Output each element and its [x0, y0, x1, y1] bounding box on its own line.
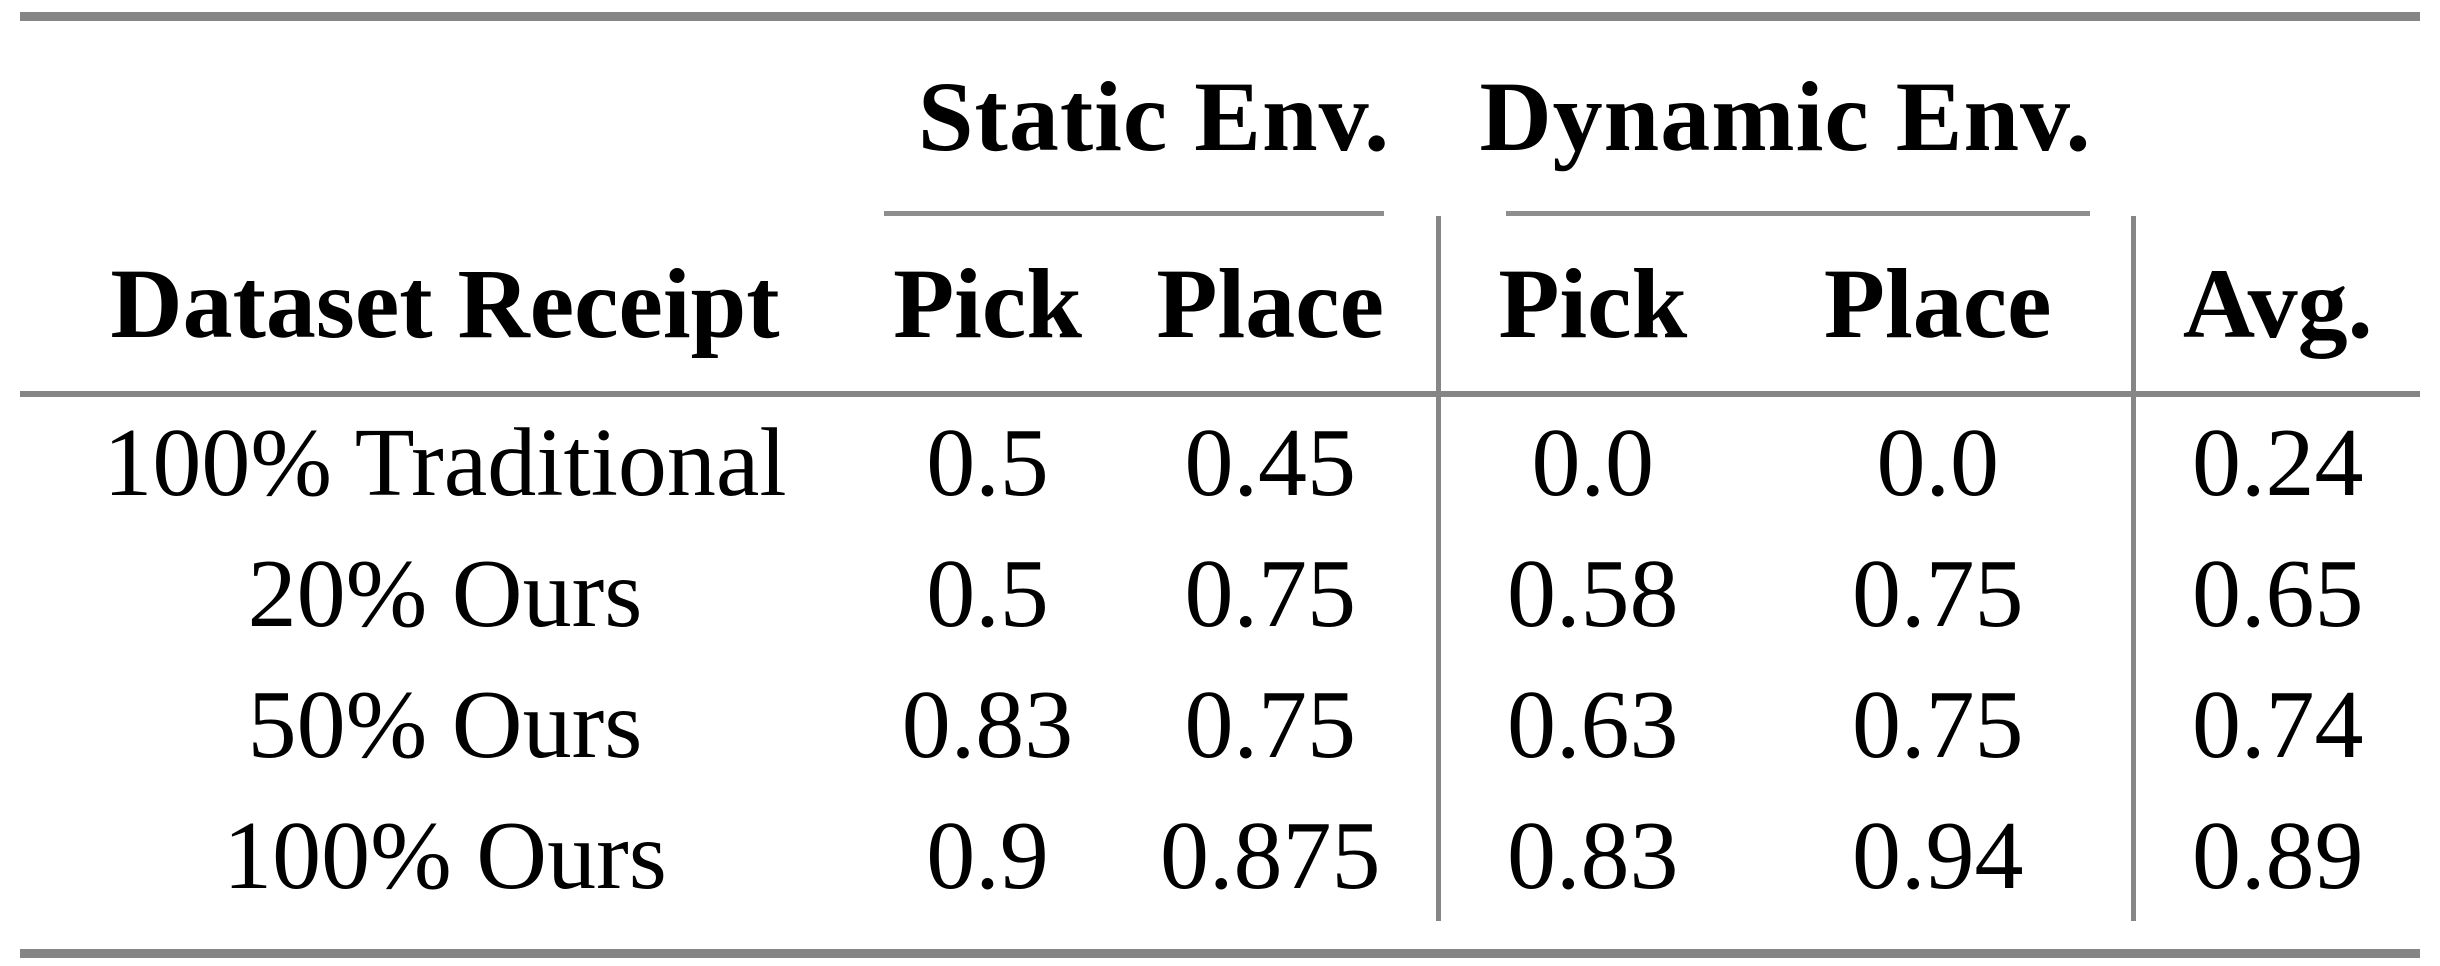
- cell-avg: 0.65: [2130, 528, 2420, 659]
- bottom-rule: [20, 949, 2420, 958]
- group-header-empty-avg: [2133, 21, 2420, 211]
- cell-static-pick: 0.9: [926, 801, 1049, 910]
- dynamic-env-underline: [1506, 211, 2090, 216]
- cell-static-pick: 0.83: [901, 670, 1074, 779]
- row-label: 100% Ours: [223, 801, 667, 910]
- cell-dynamic-place: 0.0: [1876, 408, 2000, 517]
- column-header-row: Dataset Receipt Pick Place Pick Place Av…: [20, 216, 2420, 391]
- cell-dynamic-pick: 0.58: [1435, 528, 1745, 659]
- cell-dynamic-pick: 0.63: [1435, 659, 1745, 790]
- cell-static-place: 0.875: [1160, 801, 1381, 910]
- cell-static-pick: 0.5: [926, 408, 1049, 517]
- cell-dynamic-pick: 0.83: [1435, 790, 1745, 921]
- static-env-underline: [884, 211, 1384, 216]
- column-header-avg: Avg.: [2130, 216, 2420, 391]
- table-row-traditional-100: 100% Traditional 0.5 0.45 0.0 0.0 0.24: [20, 397, 2420, 528]
- bottom-spacer-row: [20, 921, 2420, 949]
- group-header-row: Static Env. Dynamic Env.: [20, 21, 2420, 211]
- cell-dynamic-place: 0.94: [1852, 801, 2024, 910]
- column-header-static-place: Place: [1156, 248, 1385, 359]
- cell-static-pick: 0.5: [926, 539, 1049, 648]
- row-label: 100% Traditional: [103, 408, 787, 517]
- cell-avg: 0.24: [2130, 397, 2420, 528]
- table-row-ours-50: 50% Ours 0.83 0.75 0.63 0.75 0.74: [20, 659, 2420, 790]
- row-label: 20% Ours: [247, 539, 643, 648]
- row-label: 50% Ours: [247, 670, 643, 779]
- column-header-dataset-receipt: Dataset Receipt: [110, 248, 780, 359]
- results-table: Static Env. Dynamic Env. Dataset Receipt…: [20, 12, 2420, 958]
- cell-dynamic-place: 0.75: [1852, 670, 2024, 779]
- cell-avg: 0.74: [2130, 659, 2420, 790]
- group-header-static-env: Static Env.: [917, 60, 1391, 172]
- column-header-dynamic-pick: Pick: [1435, 216, 1745, 391]
- column-header-dynamic-place: Place: [1823, 248, 2052, 359]
- cell-avg: 0.89: [2130, 790, 2420, 921]
- cell-dynamic-pick: 0.0: [1435, 397, 1745, 528]
- group-header-dynamic-env: Dynamic Env.: [1479, 60, 2092, 172]
- group-header-empty: [20, 21, 870, 211]
- table-row-ours-20: 20% Ours 0.5 0.75 0.58 0.75 0.65: [20, 528, 2420, 659]
- header-body-rule: [20, 391, 2420, 397]
- table-row-ours-100: 100% Ours 0.9 0.875 0.83 0.94 0.89: [20, 790, 2420, 921]
- cell-static-place: 0.45: [1184, 408, 1357, 517]
- cell-static-place: 0.75: [1184, 539, 1357, 648]
- top-rule: [20, 12, 2420, 21]
- cell-static-place: 0.75: [1184, 670, 1357, 779]
- column-header-static-pick: Pick: [893, 248, 1082, 359]
- cmidrule-row: [20, 211, 2420, 216]
- cell-dynamic-place: 0.75: [1852, 539, 2024, 648]
